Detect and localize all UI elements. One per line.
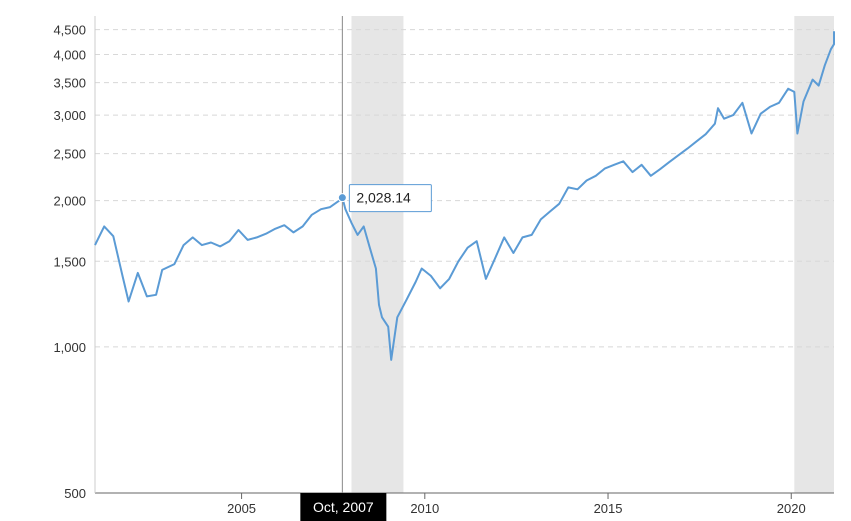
y-tick-label: 4,000 bbox=[53, 47, 86, 62]
hover-crosshair: 2,028.14 Oct, 2007 bbox=[300, 16, 432, 521]
date-badge: Oct, 2007 bbox=[300, 493, 387, 521]
x-tick-label: 2005 bbox=[227, 501, 256, 516]
recession-band bbox=[351, 16, 404, 493]
y-tick-label: 4,500 bbox=[53, 23, 86, 38]
y-tick-label: 2,000 bbox=[53, 194, 86, 209]
value-tooltip: 2,028.14 bbox=[348, 184, 432, 213]
y-tick-label: 2,500 bbox=[53, 147, 86, 162]
y-tick-label: 1,500 bbox=[53, 254, 86, 269]
date-badge-box bbox=[300, 493, 387, 521]
y-gridlines bbox=[95, 29, 834, 348]
tooltip-box bbox=[348, 184, 432, 213]
y-tick-label: 1,000 bbox=[53, 340, 86, 355]
y-tick-label: 3,000 bbox=[53, 108, 86, 123]
tooltip-value: 2,028.14 bbox=[356, 190, 411, 206]
x-tick-label: 2020 bbox=[777, 501, 806, 516]
series-line bbox=[94, 31, 835, 361]
x-tick-label: 2010 bbox=[410, 501, 439, 516]
hover-point[interactable] bbox=[337, 193, 347, 203]
y-axis: 500 1,000 1,500 2,000 2,500 3,000 3,500 4,000 4,… bbox=[53, 23, 86, 501]
x-axis-ticks: 2005 2010 2015 2020 bbox=[227, 493, 806, 516]
y-tick-label: 3,500 bbox=[53, 76, 86, 91]
x-tick-label: 2015 bbox=[594, 501, 623, 516]
recession-bands bbox=[351, 16, 834, 493]
recession-band bbox=[794, 16, 834, 493]
y-tick-label: 500 bbox=[64, 486, 86, 501]
date-badge-label: Oct, 2007 bbox=[313, 499, 374, 515]
